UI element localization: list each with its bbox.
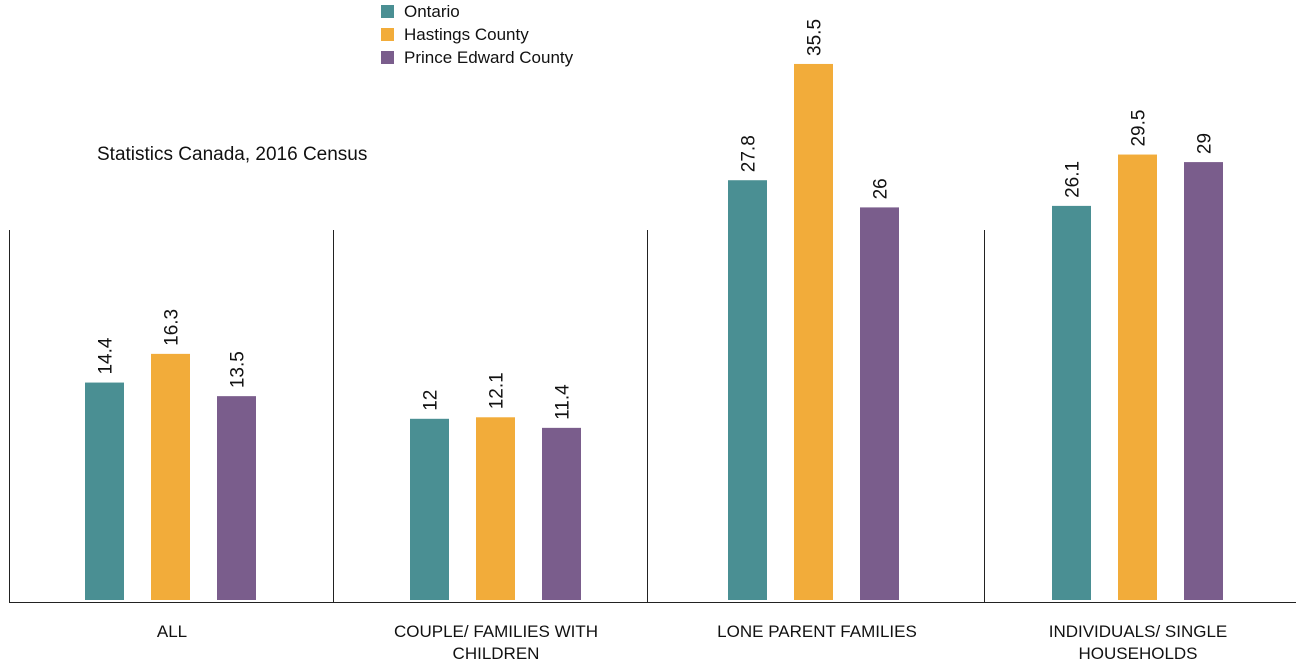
value-label-2-1: 35.5: [805, 19, 826, 56]
bar-1-0: [410, 418, 449, 600]
bar-3-2: [1184, 162, 1223, 600]
category-label-1-1: CHILDREN: [453, 644, 540, 663]
bar-1-1: [476, 417, 515, 600]
legend-swatch-hastings: [381, 28, 394, 41]
bar-2-2: [860, 207, 899, 600]
value-label-3-0: 26.1: [1063, 161, 1084, 198]
value-label-1-0: 12: [421, 390, 442, 411]
bar-0-0: [85, 382, 124, 600]
bar-3-0: [1052, 205, 1091, 600]
value-label-0-1: 16.3: [162, 309, 183, 346]
legend-label-prince-edward: Prince Edward County: [404, 48, 574, 67]
category-label-1-0: COUPLE/ FAMILIES WITH: [394, 622, 598, 641]
value-label-0-0: 14.4: [96, 337, 117, 374]
bar-1-2: [542, 427, 581, 600]
bar-2-1: [794, 63, 833, 600]
value-label-1-1: 12.1: [487, 372, 508, 409]
category-label-2-0: LONE PARENT FAMILIES: [717, 622, 917, 641]
legend-item-ontario: Ontario: [381, 0, 573, 23]
source-note: Statistics Canada, 2016 Census: [97, 144, 368, 165]
value-label-0-2: 13.5: [228, 351, 249, 388]
value-label-1-2: 11.4: [553, 384, 574, 420]
legend-swatch-prince-edward: [381, 51, 394, 64]
value-label-2-0: 27.8: [739, 135, 760, 172]
bar-3-1: [1118, 154, 1157, 601]
legend-item-prince-edward: Prince Edward County: [381, 46, 573, 69]
category-label-3-1: HOUSEHOLDS: [1078, 644, 1197, 663]
value-label-3-2: 29: [1195, 133, 1216, 154]
bar-0-1: [151, 353, 190, 600]
bar-2-0: [728, 180, 767, 600]
bar-0-2: [217, 396, 256, 600]
category-label-3-0: INDIVIDUALS/ SINGLE: [1049, 622, 1228, 641]
legend: Ontario Hastings County Prince Edward Co…: [381, 0, 573, 69]
legend-label-hastings: Hastings County: [404, 25, 529, 44]
value-label-2-2: 26: [871, 178, 892, 199]
legend-swatch-ontario: [381, 5, 394, 18]
legend-item-hastings: Hastings County: [381, 23, 573, 46]
legend-label-ontario: Ontario: [404, 2, 460, 21]
category-label-0-0: ALL: [157, 622, 187, 641]
value-label-3-1: 29.5: [1129, 110, 1150, 147]
